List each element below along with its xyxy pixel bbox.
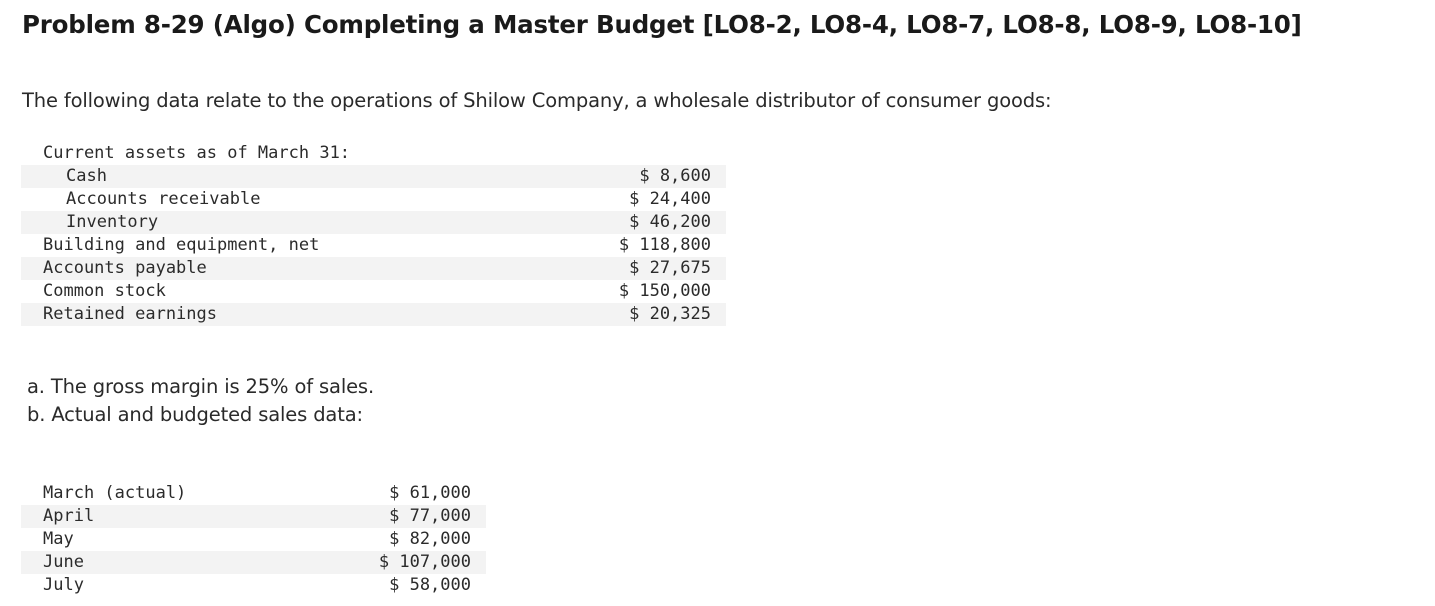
row-value: $ 8,600 xyxy=(612,165,726,188)
row-label: Common stock xyxy=(43,281,166,301)
sales-data-table: March (actual) $ 61,000 April $ 77,000 M… xyxy=(21,482,486,597)
row-value: $ 20,325 xyxy=(612,303,726,326)
note-a: a. The gross margin is 25% of sales. xyxy=(27,375,374,398)
row-label: Retained earnings xyxy=(21,303,613,326)
row-label: Accounts payable xyxy=(21,257,613,280)
table-row: March (actual) $ 61,000 xyxy=(21,482,486,505)
row-value xyxy=(612,142,726,165)
problem-notes: a. The gross margin is 25% of sales. b. … xyxy=(27,373,374,429)
row-label: June xyxy=(21,551,372,574)
table-row: July $ 58,000 xyxy=(21,574,486,597)
row-value: $ 24,400 xyxy=(629,189,711,209)
row-value: $ 77,000 xyxy=(371,505,486,528)
table-row: Accounts payable $ 27,675 xyxy=(21,257,726,280)
row-value: $ 118,800 xyxy=(618,235,711,255)
balance-sheet-table: Current assets as of March 31: Cash $ 8,… xyxy=(21,142,726,326)
row-label: April xyxy=(21,505,372,528)
table-row: Inventory $ 46,200 xyxy=(21,211,726,234)
row-label: Cash xyxy=(21,165,613,188)
note-b: b. Actual and budgeted sales data: xyxy=(27,403,363,426)
row-label: Building and equipment, net xyxy=(43,235,320,255)
row-label: March (actual) xyxy=(43,483,187,503)
row-label: Current assets as of March 31: xyxy=(43,143,351,163)
row-label: Accounts receivable xyxy=(66,189,261,209)
table-row: April $ 77,000 xyxy=(21,505,486,528)
row-value: $ 82,000 xyxy=(389,529,471,549)
row-label: May xyxy=(43,529,74,549)
table-row: June $ 107,000 xyxy=(21,551,486,574)
row-value: $ 46,200 xyxy=(612,211,726,234)
table-row: Cash $ 8,600 xyxy=(21,165,726,188)
table-row: Retained earnings $ 20,325 xyxy=(21,303,726,326)
intro-text: The following data relate to the operati… xyxy=(22,89,1052,112)
row-label: Inventory xyxy=(21,211,613,234)
table-row: Common stock $ 150,000 xyxy=(21,280,726,303)
table-row: May $ 82,000 xyxy=(21,528,486,551)
row-value: $ 61,000 xyxy=(389,483,471,503)
table-row: Building and equipment, net $ 118,800 xyxy=(21,234,726,257)
row-value: $ 27,675 xyxy=(612,257,726,280)
row-label: July xyxy=(43,575,84,595)
row-value: $ 150,000 xyxy=(618,281,711,301)
problem-title: Problem 8-29 (Algo) Completing a Master … xyxy=(22,10,1302,39)
table-row: Accounts receivable $ 24,400 xyxy=(21,188,726,211)
row-value: $ 107,000 xyxy=(371,551,486,574)
table-row: Current assets as of March 31: xyxy=(21,142,726,165)
row-value: $ 58,000 xyxy=(389,575,471,595)
